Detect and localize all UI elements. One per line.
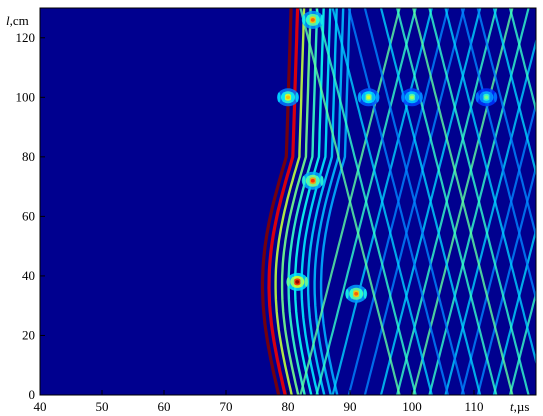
x-tick-label-60: 60 (158, 399, 171, 414)
direct-front-band-0 (260, 8, 293, 395)
reflected-down-band-3 (347, 8, 450, 395)
direct-front-band-7 (306, 8, 338, 395)
x-tick-label-50: 50 (96, 399, 109, 414)
direct-front-band-4 (287, 8, 319, 395)
hotspot-0 (286, 272, 309, 291)
reflected-up-band-10 (460, 100, 536, 395)
y-tick-label-100: 100 (16, 89, 36, 104)
x-axis-unit: ,µs (514, 399, 530, 414)
heatmap-layer (260, 8, 536, 395)
y-axis-unit: ,cm (10, 13, 29, 28)
x-tick-label-100: 100 (402, 399, 422, 414)
x-axis-symbol: t (510, 399, 514, 414)
y-axis-label: l,cm (6, 13, 29, 28)
x-tick-label-110: 110 (464, 399, 483, 414)
y-axis-symbol: l (6, 13, 10, 28)
reflected-up-band-13 (508, 289, 536, 395)
y-tick-label-120: 120 (16, 30, 36, 45)
reflected-down-band-8 (428, 8, 530, 395)
reflected-down-band-13 (508, 8, 536, 115)
direct-front-band-3 (280, 8, 312, 395)
x-axis-ticks: 40 50 60 70 80 90 100 110 (34, 390, 484, 414)
hotspot-3 (277, 88, 299, 107)
x-axis-label: t,µs (510, 399, 529, 414)
reflected-down-band-1 (315, 8, 417, 395)
direct-front-band-9 (319, 8, 351, 395)
y-tick-label-20: 20 (22, 327, 35, 342)
reflected-down-band-7 (412, 8, 514, 395)
x-tick-label-90: 90 (344, 399, 357, 414)
hotspot-5 (357, 88, 380, 107)
y-tick-label-60: 60 (22, 208, 35, 223)
y-tick-label-40: 40 (22, 268, 35, 283)
reflected-down-band-4 (363, 8, 466, 395)
y-axis-ticks: 0 20 40 60 80 100 120 (16, 30, 45, 402)
y-tick-label-80: 80 (22, 149, 35, 164)
x-tick-label-40: 40 (34, 399, 47, 414)
reflected-down-band-0 (299, 8, 401, 395)
hotspot-6 (401, 88, 423, 107)
hotspot-1 (301, 171, 324, 190)
direct-front-band-1 (267, 8, 300, 395)
direct-front-band-2 (274, 8, 306, 395)
x-tick-label-80: 80 (282, 399, 295, 414)
hotspot-2 (301, 10, 324, 29)
direct-front-band-6 (300, 8, 332, 395)
reflected-down-band-10 (460, 8, 536, 303)
hotspot-4 (345, 284, 368, 303)
reflected-down-band-5 (379, 8, 482, 395)
reflected-down-band-9 (444, 8, 536, 366)
hotspot-7 (475, 88, 498, 107)
y-tick-label-0: 0 (29, 387, 36, 402)
reflected-down-band-6 (396, 8, 498, 395)
x-tick-label-70: 70 (220, 399, 233, 414)
reflected-down-band-12 (492, 8, 536, 177)
direct-front-band-5 (293, 8, 325, 395)
reflected-down-band-2 (331, 8, 433, 395)
